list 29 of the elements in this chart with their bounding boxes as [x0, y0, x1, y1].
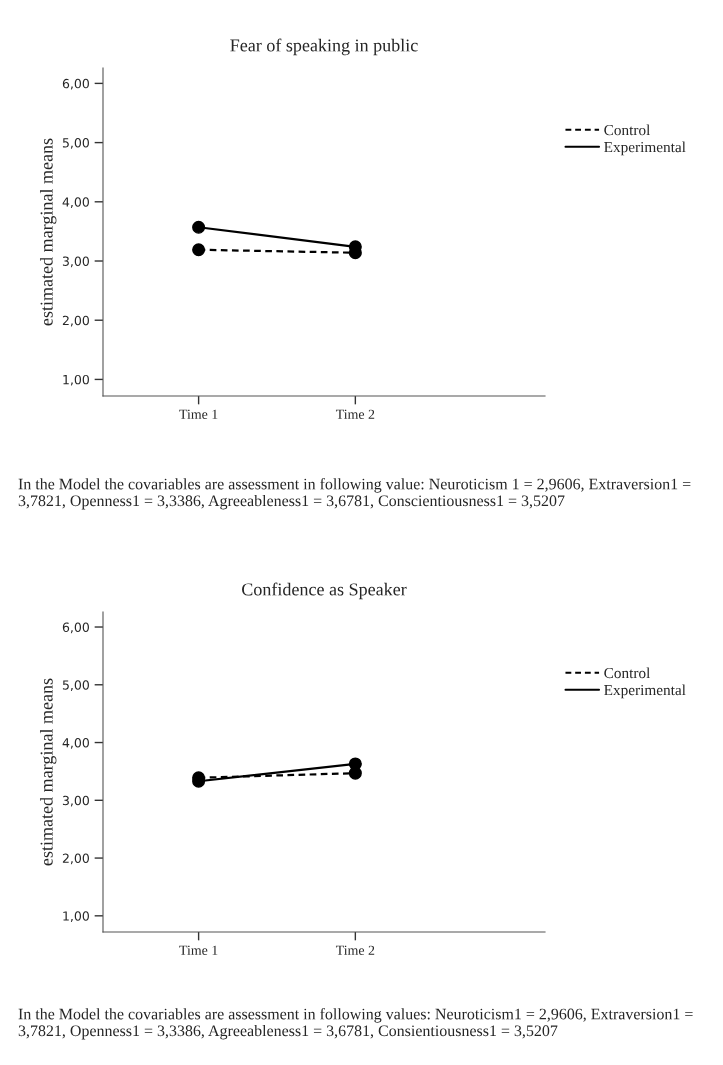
point [348, 757, 362, 771]
y-axis-title: estimated marginal means [39, 678, 57, 866]
legend-label: Control [604, 124, 651, 136]
y-tick-label: 2,00 [62, 315, 89, 327]
point [192, 243, 206, 257]
y-tick-label: 1,00 [63, 374, 89, 386]
y-tick-label: 6,00 [62, 78, 89, 90]
y-axis-title: estimated marginal means [39, 138, 57, 326]
y-tick-label: 4,00 [62, 197, 89, 209]
point [192, 220, 206, 234]
text: In the Model the covariables are assessment in following value: Neuroticism 1 = 2,9606, Extraversion1 = 3,7821, Openness1 = 3,3386, Agreeableness1 = 3,6781, Conscientiousness1 = 3,5207 [18, 478, 691, 510]
text: In the Model the covariables are assessment in following values: Neuroticism1 = 2,9606, Extraversion1 = 3,7821, Openness1 = 3,3386, Agreeableness1 = 3,6781, Consientiousness1 = 3,5207 [18, 1008, 693, 1040]
y-tick-label: 4,00 [62, 738, 89, 749]
x-tick-label: Time 2 [335, 945, 375, 955]
y-tick-label: 3,00 [62, 256, 89, 268]
y-tick-label: 5,00 [62, 138, 89, 149]
legend-label: Experimental [604, 684, 686, 699]
x-tick-label: Time 2 [335, 409, 375, 419]
x-tick-label: Time 1 [179, 409, 218, 419]
y-tick-label: 6,00 [62, 622, 89, 634]
x-tick-label: Time 1 [179, 945, 218, 955]
legend-label: Control [604, 667, 651, 679]
legend-label: Experimental [604, 141, 686, 156]
chart-title: Fear of speaking in public [230, 38, 418, 56]
y-tick-label: 3,00 [62, 795, 89, 807]
chart-title: Confidence as Speaker [242, 582, 407, 600]
y-tick-label: 2,00 [62, 853, 89, 865]
y-tick-label: 1,00 [63, 911, 89, 923]
y-tick-label: 5,00 [62, 680, 89, 691]
